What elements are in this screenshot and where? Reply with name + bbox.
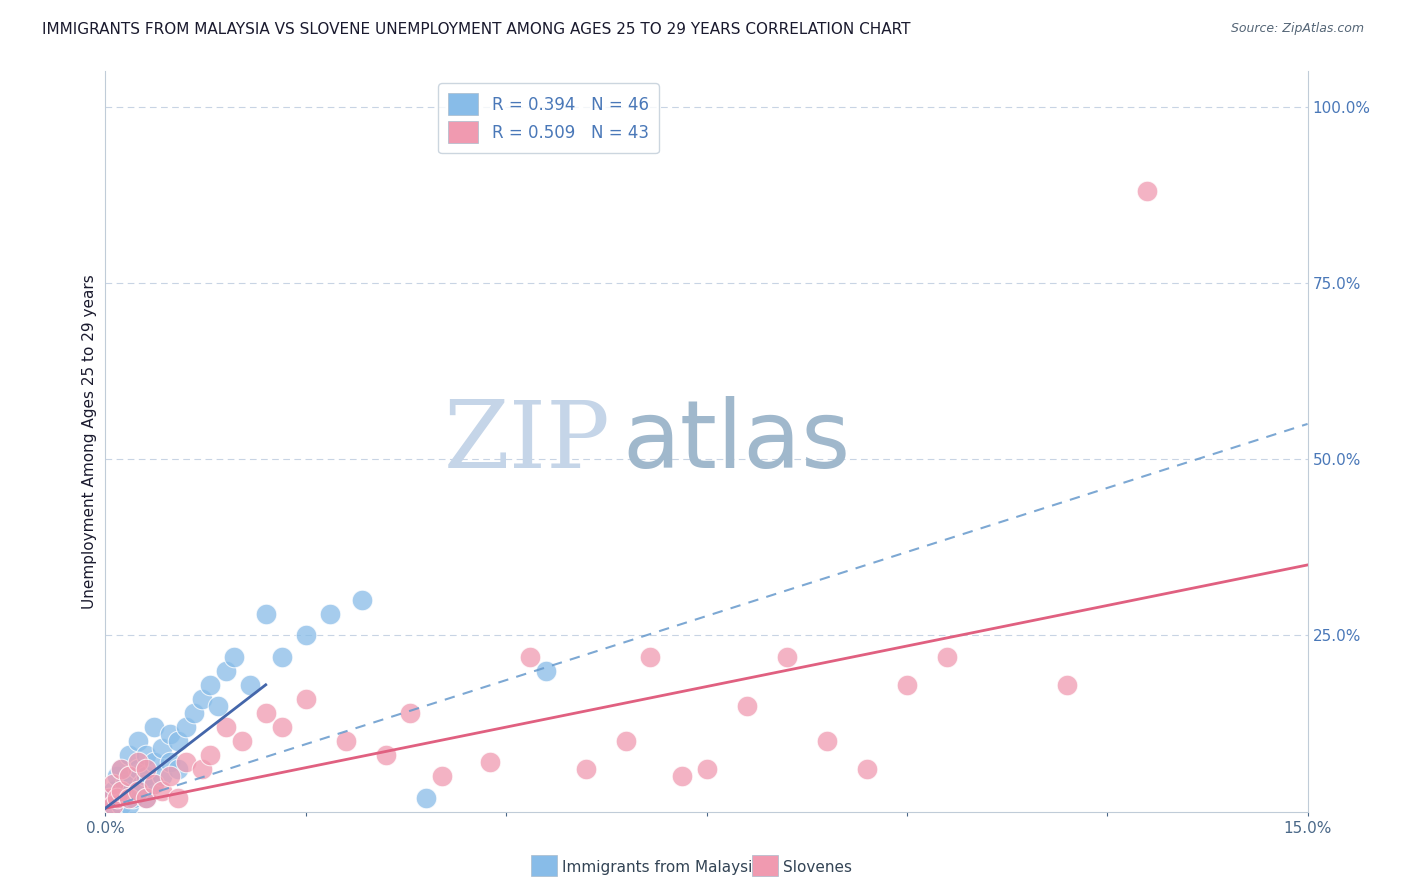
Point — [150, 769, 173, 783]
Point — [127, 756, 149, 770]
Point — [231, 734, 253, 748]
Point — [616, 734, 638, 748]
Point — [118, 769, 141, 783]
Point — [640, 649, 662, 664]
Point — [190, 763, 212, 777]
Point — [142, 776, 165, 790]
Point — [142, 720, 165, 734]
Point — [855, 763, 877, 777]
Point — [1136, 184, 1159, 198]
Text: Source: ZipAtlas.com: Source: ZipAtlas.com — [1230, 22, 1364, 36]
Point — [127, 783, 149, 797]
Point — [98, 790, 121, 805]
Point — [198, 748, 221, 763]
Point — [295, 628, 318, 642]
Point — [135, 790, 157, 805]
Point — [534, 664, 557, 678]
Point — [142, 756, 165, 770]
Point — [118, 769, 141, 783]
Point — [118, 783, 141, 797]
Point — [103, 797, 125, 812]
Point — [135, 769, 157, 783]
Point — [118, 797, 141, 812]
Point — [135, 748, 157, 763]
Point — [1056, 678, 1078, 692]
Point — [239, 678, 262, 692]
Text: Immigrants from Malaysia: Immigrants from Malaysia — [562, 860, 762, 874]
Point — [103, 797, 125, 812]
Point — [335, 734, 357, 748]
Point — [479, 756, 502, 770]
Point — [430, 769, 453, 783]
Point — [776, 649, 799, 664]
Point — [150, 741, 173, 756]
Point — [118, 790, 141, 805]
Point — [110, 763, 132, 777]
Point — [127, 734, 149, 748]
Point — [103, 783, 125, 797]
Point — [214, 720, 236, 734]
Point — [696, 763, 718, 777]
Point — [190, 692, 212, 706]
Point — [207, 698, 229, 713]
Point — [131, 776, 153, 790]
Point — [295, 692, 318, 706]
Point — [166, 763, 188, 777]
Point — [575, 763, 598, 777]
Point — [103, 776, 125, 790]
Point — [350, 593, 373, 607]
Point — [415, 790, 437, 805]
Point — [815, 734, 838, 748]
Point — [110, 783, 132, 797]
Point — [166, 790, 188, 805]
Point — [399, 706, 422, 720]
Text: atlas: atlas — [623, 395, 851, 488]
Point — [122, 790, 145, 805]
Point — [150, 783, 173, 797]
Point — [374, 748, 398, 763]
Point — [183, 706, 205, 720]
Point — [110, 763, 132, 777]
Point — [98, 790, 121, 805]
Point — [135, 790, 157, 805]
Point — [735, 698, 758, 713]
Point — [142, 776, 165, 790]
Point — [319, 607, 342, 622]
Point — [127, 783, 149, 797]
Y-axis label: Unemployment Among Ages 25 to 29 years: Unemployment Among Ages 25 to 29 years — [82, 274, 97, 609]
Point — [254, 607, 277, 622]
Point — [110, 783, 132, 797]
Point — [174, 756, 197, 770]
Point — [270, 649, 292, 664]
Point — [118, 748, 141, 763]
Legend: R = 0.394   N = 46, R = 0.509   N = 43: R = 0.394 N = 46, R = 0.509 N = 43 — [439, 83, 658, 153]
Point — [174, 720, 197, 734]
Point — [214, 664, 236, 678]
Point — [936, 649, 959, 664]
Point — [254, 706, 277, 720]
Point — [107, 769, 129, 783]
Point — [159, 769, 181, 783]
Point — [114, 776, 136, 790]
Point — [159, 756, 181, 770]
Point — [127, 763, 149, 777]
Point — [107, 790, 129, 805]
Point — [107, 790, 129, 805]
Point — [896, 678, 918, 692]
Point — [114, 790, 136, 805]
Point — [671, 769, 693, 783]
Point — [110, 797, 132, 812]
Point — [159, 727, 181, 741]
Text: IMMIGRANTS FROM MALAYSIA VS SLOVENE UNEMPLOYMENT AMONG AGES 25 TO 29 YEARS CORRE: IMMIGRANTS FROM MALAYSIA VS SLOVENE UNEM… — [42, 22, 911, 37]
Text: Slovenes: Slovenes — [783, 860, 852, 874]
Point — [166, 734, 188, 748]
Point — [519, 649, 541, 664]
Text: ZIP: ZIP — [444, 397, 610, 486]
Point — [198, 678, 221, 692]
Point — [135, 763, 157, 777]
Point — [270, 720, 292, 734]
Point — [222, 649, 245, 664]
